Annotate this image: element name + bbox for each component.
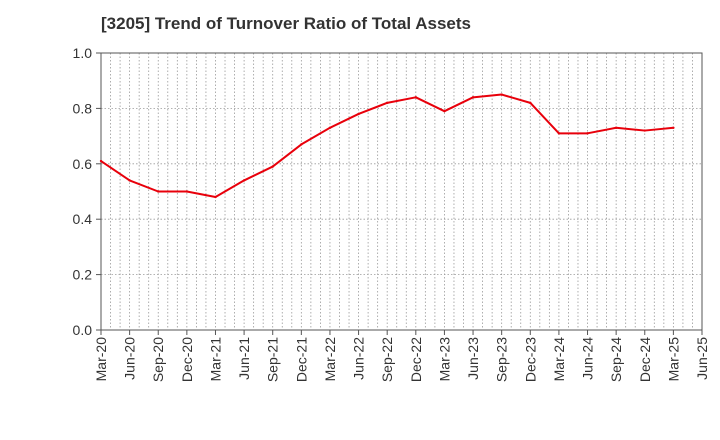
data-point <box>557 132 561 135</box>
x-tick-label: Jun-22 <box>351 337 367 380</box>
y-tick-label: 0.8 <box>73 100 93 116</box>
x-tick-label: Mar-22 <box>322 337 338 382</box>
data-point <box>328 126 332 129</box>
x-tick-label: Sep-22 <box>379 337 395 382</box>
plot-frame <box>100 52 703 331</box>
x-tick-label: Jun-23 <box>465 337 481 380</box>
data-point <box>385 101 389 105</box>
data-point <box>614 126 618 129</box>
data-point <box>99 159 103 163</box>
data-point <box>529 101 532 105</box>
data-point <box>414 96 418 99</box>
x-tick-label: Mar-20 <box>93 337 109 382</box>
x-tick-label: Dec-20 <box>179 337 195 382</box>
data-point <box>271 165 274 168</box>
x-tick-label: Mar-24 <box>551 337 567 382</box>
x-axis-ticks: Mar-20 Jun-20 Sep-20 Dec-20 Mar-21 Jun-21 Sep-… <box>93 330 710 382</box>
chart-title: [3205] Trend of Turnover Ratio of Total … <box>101 14 471 33</box>
data-point <box>500 93 503 96</box>
x-tick-label: Jun-21 <box>236 337 252 380</box>
x-tick-label: Sep-20 <box>150 337 166 382</box>
x-tick-label: Mar-21 <box>207 337 223 382</box>
y-tick-label: 1.0 <box>73 45 93 61</box>
x-tick-label: Sep-24 <box>608 337 624 382</box>
data-point <box>214 195 217 199</box>
x-tick-label: Mar-23 <box>436 337 452 382</box>
data-point <box>471 96 475 99</box>
y-axis-ticks: 0.0 0.2 0.4 0.6 0.8 1.0 <box>73 45 101 338</box>
y-tick-label: 0.4 <box>73 211 93 227</box>
x-tick-label: Jun-25 <box>694 337 710 380</box>
x-tick-label: Dec-21 <box>293 337 309 382</box>
series-group <box>99 93 675 199</box>
data-point <box>185 190 189 193</box>
x-tick-label: Mar-25 <box>665 337 681 382</box>
x-tick-label: Dec-22 <box>408 337 424 382</box>
x-tick-label: Sep-21 <box>265 337 281 382</box>
data-point <box>128 179 131 182</box>
x-tick-label: Dec-23 <box>522 337 538 382</box>
data-point <box>157 190 160 193</box>
data-point <box>357 112 360 116</box>
y-tick-label: 0.6 <box>73 156 93 172</box>
x-tick-label: Dec-24 <box>637 337 653 382</box>
x-tick-label: Sep-23 <box>494 337 510 382</box>
data-point <box>300 143 303 146</box>
axes <box>100 52 703 331</box>
x-tick-label: Jun-24 <box>580 337 596 380</box>
y-tick-label: 0.0 <box>73 322 93 338</box>
data-point <box>586 132 589 135</box>
x-tick-label: Jun-20 <box>122 337 138 380</box>
data-point <box>242 179 246 182</box>
y-tick-label: 0.2 <box>73 267 93 283</box>
data-point <box>672 126 675 129</box>
data-point <box>443 109 446 113</box>
data-point <box>643 129 646 132</box>
grid-lines <box>101 52 702 330</box>
